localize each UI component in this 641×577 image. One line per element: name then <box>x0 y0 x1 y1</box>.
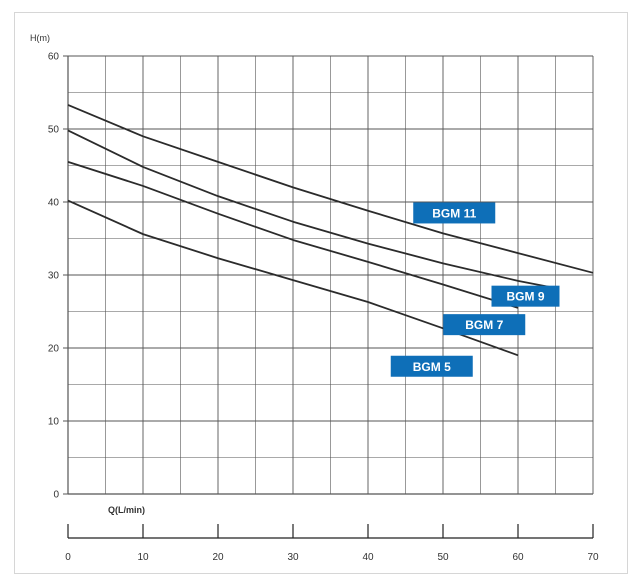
y-tick-label: 40 <box>48 198 60 209</box>
x-tick-label: 10 <box>137 552 149 563</box>
y-tick-label: 50 <box>48 125 60 136</box>
curve-bgm-11 <box>67 104 594 274</box>
series-label-box <box>413 202 496 224</box>
y-tick-label: 0 <box>53 490 59 501</box>
x-tick-label: 30 <box>287 552 299 563</box>
curve-bgm-9 <box>67 129 556 290</box>
y-tick-label: 10 <box>48 417 60 428</box>
curve-bgm-7 <box>67 160 519 309</box>
x-tick-label: 70 <box>587 552 599 563</box>
y-tick-label: 60 <box>48 52 60 63</box>
series-label-bgm-11: BGM 11 <box>413 202 496 224</box>
x-axis: 0 10 20 30 40 50 60 70 <box>65 524 599 563</box>
series-label-box <box>390 355 473 377</box>
series-label-bgm-7: BGM 7 <box>443 314 526 336</box>
series-label-text: BGM 9 <box>506 290 544 304</box>
x-tick-label: 60 <box>512 552 524 563</box>
series-label-box <box>443 314 526 336</box>
curve-bgm-5 <box>67 199 519 357</box>
y-tick-label: 20 <box>48 344 60 355</box>
series-label-box <box>491 285 560 307</box>
grid <box>67 55 594 495</box>
series-label-text: BGM 5 <box>413 360 451 374</box>
x-axis-title: Q(L/min) <box>108 505 145 515</box>
x-tick-label: 50 <box>437 552 449 563</box>
y-axis-title: H(m) <box>30 33 50 43</box>
y-tick-label: 30 <box>48 271 60 282</box>
series-label-bgm-9: BGM 9 <box>491 285 560 307</box>
series-label-text: BGM 7 <box>465 318 503 332</box>
x-tick-label: 20 <box>212 552 224 563</box>
x-tick-label: 0 <box>65 552 71 563</box>
y-tick-labels: 0 10 20 30 40 50 60 <box>48 52 68 501</box>
series-label-text: BGM 11 <box>432 206 476 220</box>
curves <box>67 104 594 357</box>
series-label-bgm-5: BGM 5 <box>390 355 473 377</box>
x-tick-label: 40 <box>362 552 374 563</box>
